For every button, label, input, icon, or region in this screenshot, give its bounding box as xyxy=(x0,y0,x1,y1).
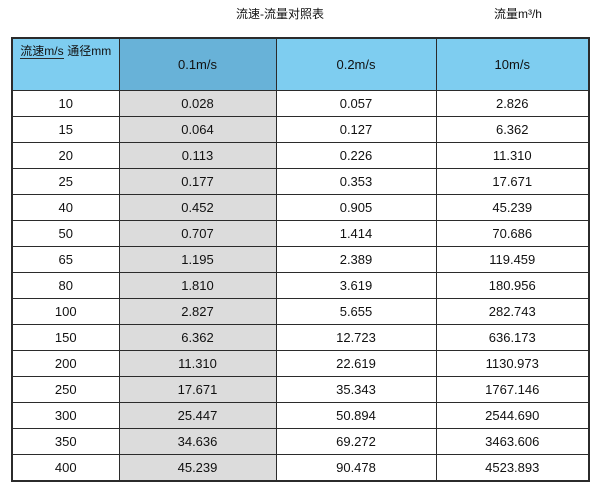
table-row: 65 1.195 2.389 119.459 xyxy=(11,246,590,273)
cell-v02: 50.894 xyxy=(275,402,437,429)
cell-v01: 1.195 xyxy=(118,246,277,273)
cell-v10: 17.671 xyxy=(435,168,590,195)
cell-v10: 119.459 xyxy=(435,246,590,273)
cell-diameter: 200 xyxy=(11,350,120,377)
corner-stack: 流速m/s 通径mm xyxy=(13,39,119,90)
cell-diameter: 100 xyxy=(11,298,120,325)
cell-v01: 34.636 xyxy=(118,428,277,455)
cell-v01: 6.362 xyxy=(118,324,277,351)
cell-v02: 0.905 xyxy=(275,194,437,221)
table-row: 20 0.113 0.226 11.310 xyxy=(11,142,590,169)
cell-v10: 4523.893 xyxy=(435,454,590,481)
cell-v10: 180.956 xyxy=(435,272,590,299)
table-row: 40 0.452 0.905 45.239 xyxy=(11,194,590,221)
cell-v10: 70.686 xyxy=(435,220,590,247)
cell-diameter: 80 xyxy=(11,272,120,299)
cell-v10: 1130.973 xyxy=(435,350,590,377)
cell-diameter: 15 xyxy=(11,116,120,143)
header-corner-cell: 流速m/s 通径mm xyxy=(11,37,120,91)
cell-v02: 90.478 xyxy=(275,454,437,481)
cell-v01: 0.177 xyxy=(118,168,277,195)
cell-v10: 45.239 xyxy=(435,194,590,221)
cell-v01: 25.447 xyxy=(118,402,277,429)
cell-v01: 0.113 xyxy=(118,142,277,169)
cell-v01: 0.064 xyxy=(118,116,277,143)
table-row: 250 17.671 35.343 1767.146 xyxy=(11,376,590,403)
table-row: 400 45.239 90.478 4523.893 xyxy=(11,454,590,481)
cell-v10: 1767.146 xyxy=(435,376,590,403)
cell-v01: 0.028 xyxy=(118,90,277,117)
cell-v10: 2544.690 xyxy=(435,402,590,429)
cell-v02: 69.272 xyxy=(275,428,437,455)
cell-v02: 0.127 xyxy=(275,116,437,143)
cell-v02: 1.414 xyxy=(275,220,437,247)
cell-v01: 1.810 xyxy=(118,272,277,299)
flow-rate-table-container: 流速m/s 通径mm 0.1m/s 0.2m/s 10m/s 10 0.028 0.… xyxy=(11,37,590,482)
cell-v10: 6.362 xyxy=(435,116,590,143)
cell-diameter: 250 xyxy=(11,376,120,403)
table-row: 50 0.707 1.414 70.686 xyxy=(11,220,590,247)
cell-diameter: 400 xyxy=(11,454,120,481)
cell-diameter: 40 xyxy=(11,194,120,221)
cell-v01: 0.707 xyxy=(118,220,277,247)
cell-v10: 2.826 xyxy=(435,90,590,117)
cell-diameter: 50 xyxy=(11,220,120,247)
corner-velocity-label: 流速m/s xyxy=(20,44,64,59)
table-row: 10 0.028 0.057 2.826 xyxy=(11,90,590,117)
cell-v02: 2.389 xyxy=(275,246,437,273)
table-row: 300 25.447 50.894 2544.690 xyxy=(11,402,590,429)
unit-title: 流量m³/h xyxy=(493,7,542,21)
cell-v02: 22.619 xyxy=(275,350,437,377)
cell-v02: 3.619 xyxy=(275,272,437,299)
header-row: 流速m/s 通径mm 0.1m/s 0.2m/s 10m/s xyxy=(11,37,590,91)
cell-diameter: 20 xyxy=(11,142,120,169)
cell-diameter: 150 xyxy=(11,324,120,351)
title-bar: 流速-流量对照表 流量m³/h xyxy=(0,0,600,34)
table-header: 流速m/s 通径mm 0.1m/s 0.2m/s 10m/s xyxy=(11,37,590,91)
corner-diameter-label: 通径mm xyxy=(67,44,112,58)
cell-v10: 11.310 xyxy=(435,142,590,169)
table-row: 200 11.310 22.619 1130.973 xyxy=(11,350,590,377)
cell-diameter: 10 xyxy=(11,90,120,117)
table-body: 10 0.028 0.057 2.826 15 0.064 0.127 6.362 20 0.11… xyxy=(11,90,590,481)
cell-v02: 12.723 xyxy=(275,324,437,351)
table-row: 25 0.177 0.353 17.671 xyxy=(11,168,590,195)
flow-rate-table: 流速m/s 通径mm 0.1m/s 0.2m/s 10m/s 10 0.028 0.… xyxy=(11,37,590,482)
table-row: 15 0.064 0.127 6.362 xyxy=(11,116,590,143)
cell-diameter: 25 xyxy=(11,168,120,195)
table-row: 150 6.362 12.723 636.173 xyxy=(11,324,590,351)
cell-v10: 636.173 xyxy=(435,324,590,351)
cell-v01: 2.827 xyxy=(118,298,277,325)
page-title: 流速-流量对照表 xyxy=(236,7,324,21)
header-col-v02: 0.2m/s xyxy=(275,37,437,91)
cell-v02: 35.343 xyxy=(275,376,437,403)
header-col-v10: 10m/s xyxy=(435,37,590,91)
table-row: 350 34.636 69.272 3463.606 xyxy=(11,428,590,455)
cell-v01: 45.239 xyxy=(118,454,277,481)
cell-diameter: 65 xyxy=(11,246,120,273)
cell-v02: 0.057 xyxy=(275,90,437,117)
header-col-v01: 0.1m/s xyxy=(118,37,277,91)
cell-v01: 11.310 xyxy=(118,350,277,377)
cell-v10: 3463.606 xyxy=(435,428,590,455)
cell-v02: 5.655 xyxy=(275,298,437,325)
cell-v01: 0.452 xyxy=(118,194,277,221)
cell-diameter: 350 xyxy=(11,428,120,455)
cell-v02: 0.353 xyxy=(275,168,437,195)
cell-v01: 17.671 xyxy=(118,376,277,403)
cell-v02: 0.226 xyxy=(275,142,437,169)
cell-diameter: 300 xyxy=(11,402,120,429)
table-row: 100 2.827 5.655 282.743 xyxy=(11,298,590,325)
table-row: 80 1.810 3.619 180.956 xyxy=(11,272,590,299)
cell-v10: 282.743 xyxy=(435,298,590,325)
